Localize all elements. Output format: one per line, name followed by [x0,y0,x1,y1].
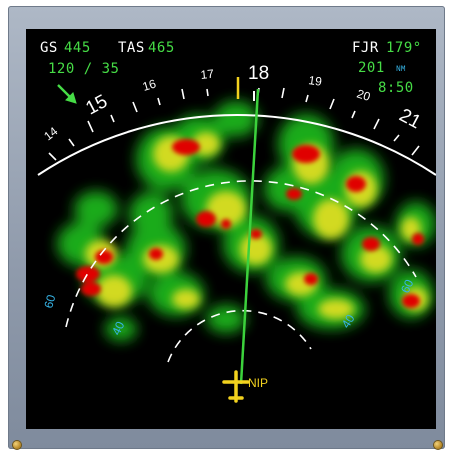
heading-label-15: 15 [82,91,111,119]
heading-label-18: 18 [248,63,269,84]
waypoint-bearing: 179° [386,40,422,56]
heading-label-21: 21 [396,105,425,133]
track-line [239,88,260,385]
heading-label-17: 17 [200,67,215,82]
heading-label-16: 16 [141,76,158,93]
weather-radar-returns [57,101,436,341]
compass-ticks [48,87,420,161]
wind-readout: 120 / 35 [48,61,119,77]
waypoint-distance: 201 [358,60,385,76]
distance-unit: NM [396,65,406,74]
ground-speed-value: 445 [64,40,91,56]
wind-arrow-icon [57,84,77,104]
true-airspeed-value: 465 [148,40,175,56]
range-label-left-inner: 40 [109,319,127,337]
ground-speed-label: GS [40,40,58,56]
aircraft-symbol-icon [222,370,250,403]
range-ring-outer [65,180,417,328]
compass-arc [37,114,436,176]
navigation-display-screen: GS 445 TAS 465 120 / 35 FJR 179° 201 NM … [26,29,436,429]
weather-heavy-layer [76,139,424,308]
true-airspeed-label: TAS [118,40,145,56]
heading-label-14: 14 [41,124,60,143]
estimated-time-arrival: 8:50 [378,80,414,96]
range-label-left-outer: 60 [41,293,58,310]
position-label: NIP [248,376,268,390]
screw-bottom-left [13,441,21,449]
heading-label-20: 20 [355,87,372,105]
range-ring-inner [167,309,312,363]
waypoint-name: FJR [352,40,379,56]
screw-bottom-right [434,441,442,449]
range-label-right-outer: 60 [398,277,416,295]
heading-label-19: 19 [308,73,323,89]
